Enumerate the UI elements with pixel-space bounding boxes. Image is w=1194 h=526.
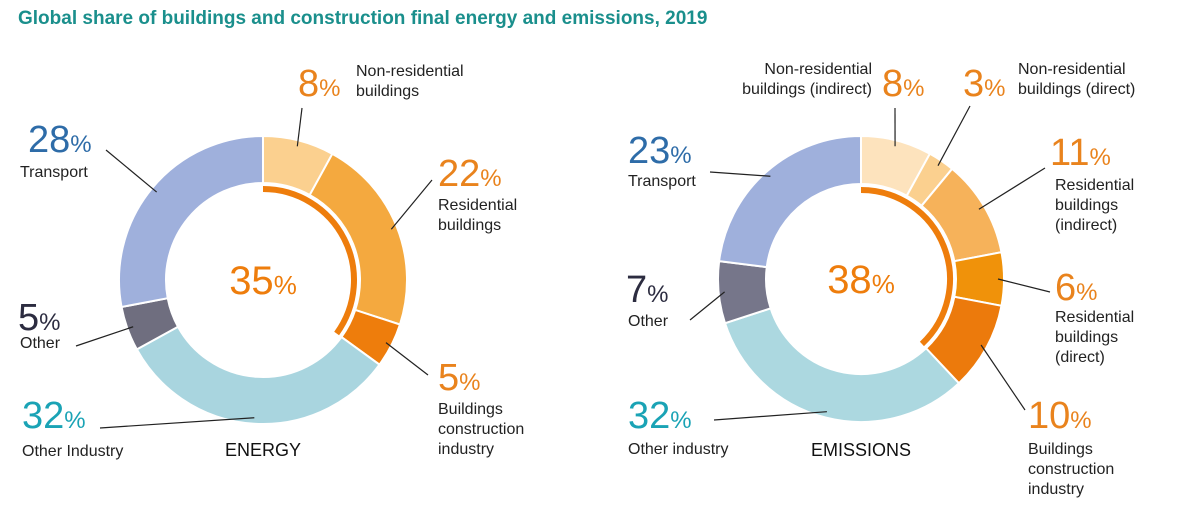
category-label: Buildings construction industry: [438, 401, 525, 458]
value-label: 5%: [18, 297, 60, 339]
share-arc: [262, 186, 357, 336]
value-label: 23%: [628, 130, 692, 172]
leader-line: [709, 171, 771, 177]
leader-line: [689, 291, 725, 321]
leader-line: [978, 167, 1046, 210]
leader-line: [75, 326, 134, 347]
donut-segment: [135, 325, 381, 425]
chart-label: ENERGY: [225, 440, 301, 460]
value-label: 32%: [22, 395, 86, 437]
value-label: 11%: [1050, 132, 1111, 174]
center-value-label: 38%: [827, 258, 895, 302]
donut-segment: [718, 134, 862, 269]
value-label: 32%: [628, 395, 692, 437]
category-label: Other industry: [628, 441, 729, 458]
donut-segment: [723, 307, 961, 423]
leader-line: [99, 417, 255, 429]
category-label: Non-residential buildings (direct): [1018, 61, 1136, 98]
leader-line: [713, 411, 827, 421]
leader-line: [296, 107, 303, 147]
category-label: Residential buildings (indirect): [1055, 177, 1135, 234]
category-label: Other: [20, 335, 61, 352]
value-label: 8%: [298, 63, 340, 105]
center-value-label: 35%: [229, 259, 297, 303]
value-label: 8%: [882, 63, 924, 105]
category-label: Residential buildings: [438, 197, 518, 234]
value-label: 7%: [626, 269, 668, 311]
category-label: Transport: [628, 173, 696, 190]
category-label: Other: [628, 313, 669, 330]
share-arc: [860, 187, 953, 347]
category-label: Residential buildings (direct): [1055, 309, 1135, 366]
leader-line: [385, 342, 429, 376]
value-label: 5%: [438, 357, 480, 399]
category-label: Non-residential buildings (indirect): [742, 61, 872, 98]
value-label: 6%: [1055, 267, 1097, 309]
leader-line: [105, 149, 158, 193]
chart-title: Global share of buildings and constructi…: [18, 8, 708, 29]
leader-line: [937, 105, 971, 166]
category-label: Other Industry: [22, 443, 124, 460]
leader-line: [997, 278, 1051, 293]
chart-label: EMISSIONS: [811, 440, 911, 460]
donut-segment: [308, 152, 408, 326]
category-label: Buildings construction industry: [1028, 441, 1115, 498]
value-label: 3%: [963, 63, 1005, 105]
category-label: Non-residential buildings: [356, 63, 464, 100]
value-label: 22%: [438, 153, 502, 195]
donut-segment: [118, 134, 264, 309]
category-label: Transport: [20, 164, 88, 181]
leader-line: [980, 344, 1026, 411]
leader-line: [390, 179, 433, 230]
value-label: 10%: [1028, 395, 1092, 437]
value-label: 28%: [28, 119, 92, 161]
